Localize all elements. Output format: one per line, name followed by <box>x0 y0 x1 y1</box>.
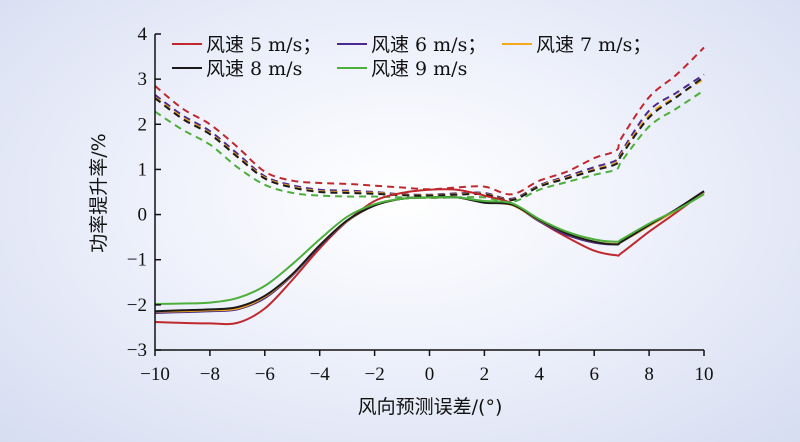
x-tick-label: 10 <box>695 364 714 385</box>
series-line-1-solid <box>154 188 705 326</box>
x-axis-title: 风向预测误差/(°) <box>358 396 503 418</box>
x-tick-label: 4 <box>535 364 545 385</box>
y-tick-label: 1 <box>138 159 148 180</box>
y-tick-label: −2 <box>127 295 147 316</box>
series-line-4-solid <box>154 190 705 313</box>
y-tick-label: 0 <box>138 205 148 226</box>
x-tick-label: −8 <box>200 364 220 385</box>
x-tick-label: 2 <box>480 364 490 385</box>
x-tick-label: 8 <box>644 364 654 385</box>
y-tick-label: −3 <box>127 340 147 361</box>
legend: 风速 5 m/s； 风速 6 m/s； 风速 7 m/s； 风速 8 m/s 风速 9 … <box>172 34 651 80</box>
series-line-6-dashed <box>154 46 705 196</box>
series-lines <box>154 46 705 326</box>
x-tick-label: 6 <box>589 364 599 385</box>
x-tick-label: −10 <box>140 364 170 385</box>
series-line-5-solid <box>154 193 705 305</box>
legend-label: 风速 8 m/s <box>206 58 302 80</box>
legend-label: 风速 7 m/s； <box>536 34 651 56</box>
y-tick-label: 3 <box>138 69 148 90</box>
x-tick-label: 0 <box>425 364 435 385</box>
series-line-9-dashed <box>154 76 705 202</box>
y-tick-label: −1 <box>127 250 147 271</box>
y-tick-label: 2 <box>138 114 148 135</box>
legend-label: 风速 9 m/s <box>371 58 467 80</box>
legend-label: 风速 5 m/s； <box>206 34 321 56</box>
x-tick-label: −2 <box>364 364 384 385</box>
y-tick-label: 4 <box>138 24 148 45</box>
y-axis-title: 功率提升率/% <box>88 133 110 252</box>
legend-label: 风速 6 m/s； <box>371 34 486 56</box>
x-tick-label: −4 <box>310 364 331 385</box>
x-tick-label: −6 <box>255 364 275 385</box>
